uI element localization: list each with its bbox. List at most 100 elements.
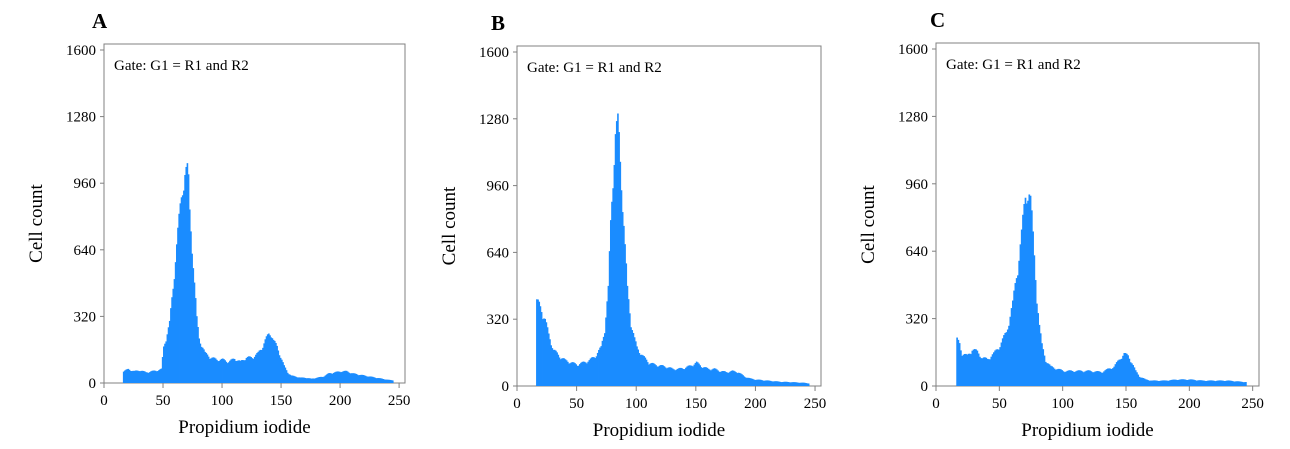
histogram-bar — [698, 363, 700, 386]
histogram-bar — [331, 373, 334, 383]
histogram-bar — [657, 366, 660, 386]
y-tick-label: 320 — [74, 309, 97, 325]
histogram-bar — [806, 383, 809, 386]
y-axis-title: Cell count — [26, 183, 47, 262]
histogram-bar — [148, 372, 151, 383]
histogram-bar — [1175, 379, 1178, 386]
histogram-bar — [1245, 382, 1247, 386]
histogram-bar — [1212, 380, 1214, 386]
histogram-bar — [207, 356, 210, 383]
histogram-bar — [694, 362, 697, 386]
histogram-bar — [230, 359, 232, 383]
x-tick-label: 0 — [100, 393, 108, 409]
histogram-bar — [599, 347, 601, 386]
histogram-bar — [1234, 381, 1237, 386]
histogram-bar — [987, 359, 990, 386]
histogram-bar — [283, 365, 285, 383]
histogram-bar — [252, 358, 255, 383]
histogram-bar — [993, 352, 995, 386]
histogram-bar — [245, 357, 248, 383]
histogram-bar — [362, 374, 365, 383]
x-tick-label: 250 — [804, 396, 827, 412]
histogram-bar — [1222, 380, 1224, 386]
histogram-bar — [236, 360, 238, 383]
histogram-bar — [1145, 379, 1147, 386]
y-tick-label: 960 — [487, 179, 510, 195]
histogram-bar — [751, 378, 754, 386]
histogram-bar — [382, 379, 385, 383]
histogram-bar — [301, 377, 303, 383]
histogram-bar — [124, 370, 126, 383]
histogram-bar — [358, 375, 361, 383]
histogram-bar — [753, 379, 755, 386]
histogram-bar — [770, 381, 773, 386]
histogram-bar — [192, 268, 195, 383]
histogram-bar — [586, 363, 588, 386]
histogram-bar — [188, 209, 191, 383]
histogram-bar — [277, 350, 280, 383]
histogram-bar — [388, 379, 391, 383]
histogram-bar — [1050, 365, 1052, 386]
histogram-bar — [618, 132, 620, 386]
histogram-bar — [138, 371, 140, 383]
histogram-bar — [231, 358, 234, 383]
histogram-bar — [263, 343, 265, 383]
histogram-bar — [1142, 378, 1145, 386]
histogram-bar — [269, 335, 271, 383]
histogram-bar — [583, 361, 586, 386]
histogram-bar — [638, 353, 641, 386]
histogram-bar — [1208, 380, 1210, 386]
histogram-bar — [1134, 370, 1137, 386]
histogram-bar — [1157, 380, 1160, 386]
histogram-bar — [1124, 353, 1127, 386]
histogram-bar — [244, 360, 247, 383]
histogram-bar — [1161, 380, 1164, 386]
histogram-bar — [204, 351, 206, 383]
histogram-bar — [797, 382, 799, 386]
histogram-bar — [1217, 380, 1219, 386]
histogram-bar — [574, 363, 576, 386]
histogram-bar — [666, 368, 668, 386]
histogram-bar — [1037, 313, 1039, 386]
histogram-bar — [360, 374, 362, 383]
histogram-bar — [1117, 360, 1119, 386]
histogram-bar — [1183, 379, 1185, 386]
histogram-bar — [288, 374, 290, 383]
histogram-bar — [154, 370, 157, 383]
y-tick-label: 640 — [906, 244, 929, 260]
histogram-bar — [646, 362, 649, 386]
histogram-bar — [1119, 359, 1122, 386]
histogram-bar — [1044, 361, 1047, 386]
histogram-bar — [255, 354, 257, 383]
histogram-bar — [1214, 381, 1217, 386]
histogram-bar — [667, 367, 669, 386]
histogram-bar — [669, 367, 672, 386]
histogram-bar — [747, 377, 749, 386]
histogram-bar — [582, 361, 585, 386]
histogram-bar — [161, 357, 164, 383]
histogram-bar — [158, 370, 160, 383]
histogram-bar — [199, 343, 202, 383]
histogram-bar — [264, 339, 267, 383]
histogram-bar — [1080, 370, 1083, 386]
histogram-bar — [632, 332, 635, 386]
histogram-bar — [629, 313, 631, 386]
histogram-bar — [131, 371, 133, 383]
histogram-bar — [1237, 381, 1240, 386]
histogram-bar — [607, 285, 610, 386]
x-tick-label: 0 — [513, 396, 521, 412]
histogram-bar — [962, 354, 965, 386]
histogram-bar — [1221, 380, 1223, 386]
histogram-bar — [1232, 381, 1235, 386]
histogram-bar — [1095, 371, 1098, 386]
histogram-bar — [717, 370, 719, 386]
histogram-bar — [340, 372, 342, 383]
histogram-bar — [150, 371, 152, 383]
histogram-bar — [631, 330, 634, 386]
histogram-bar — [984, 357, 986, 386]
histogram-bar — [1194, 380, 1197, 386]
histogram-bar — [791, 382, 793, 386]
histogram-bar — [784, 381, 786, 386]
histogram-bar — [349, 373, 352, 383]
histogram-bar — [558, 357, 561, 386]
